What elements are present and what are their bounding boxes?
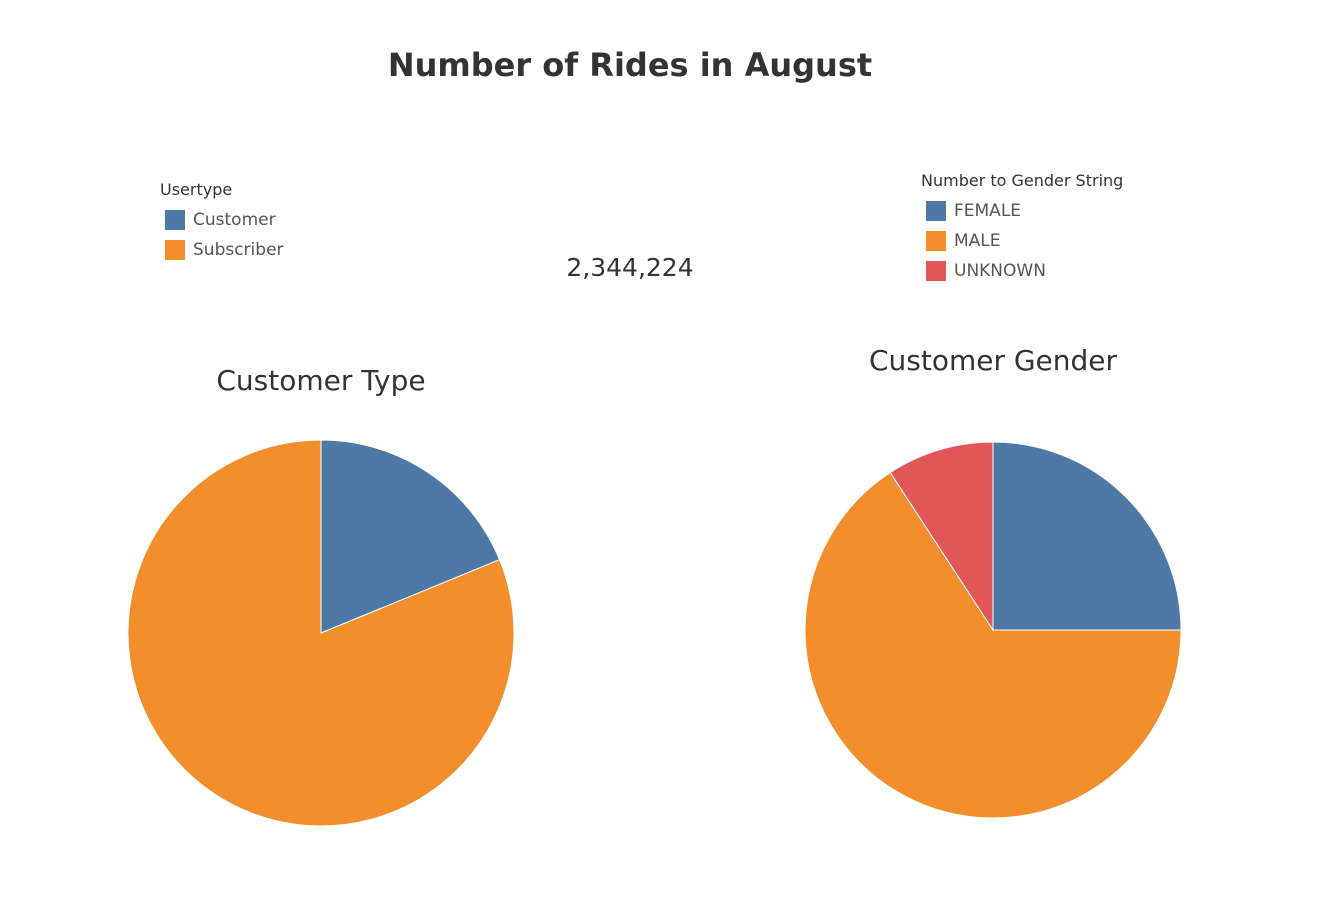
legend-swatch-male [926,231,946,251]
legend-item-customer[interactable]: Customer [165,205,284,235]
legend-swatch-unknown [926,261,946,281]
dashboard-title: Number of Rides in August [387,46,873,84]
customer-gender-chart-title: Customer Gender [868,344,1118,377]
pie-slice-unknown[interactable] [889,441,994,632]
legend-label-customer: Customer [193,210,276,230]
legend-item-subscriber[interactable]: Subscriber [165,235,284,265]
customer-type-pie [127,439,515,827]
pie-slice-subscriber[interactable] [127,439,515,827]
total-rides-value: 2,344,224 [566,253,694,282]
legend-label-subscriber: Subscriber [193,240,284,260]
legend-label-female: FEMALE [954,201,1022,221]
customer-gender-pie [804,441,1182,819]
usertype-legend-title: Usertype [160,180,233,199]
pie-slice-customer[interactable] [320,439,501,634]
gender-legend: Number to Gender String FEMALE MALE UNKN… [921,171,1123,286]
gender-legend-title: Number to Gender String [921,171,1124,190]
legend-item-male[interactable]: MALE [926,226,1123,256]
legend-item-female[interactable]: FEMALE [926,196,1123,226]
pie-slice-female[interactable] [992,441,1182,631]
legend-swatch-female [926,201,946,221]
legend-label-unknown: UNKNOWN [954,261,1046,281]
usertype-legend: Usertype Customer Subscriber [160,180,284,265]
pie-slice-male[interactable] [804,471,1182,819]
legend-swatch-customer [165,210,185,230]
customer-type-chart-title: Customer Type [216,364,426,397]
legend-item-unknown[interactable]: UNKNOWN [926,256,1123,286]
legend-label-male: MALE [954,231,1001,251]
legend-swatch-subscriber [165,240,185,260]
